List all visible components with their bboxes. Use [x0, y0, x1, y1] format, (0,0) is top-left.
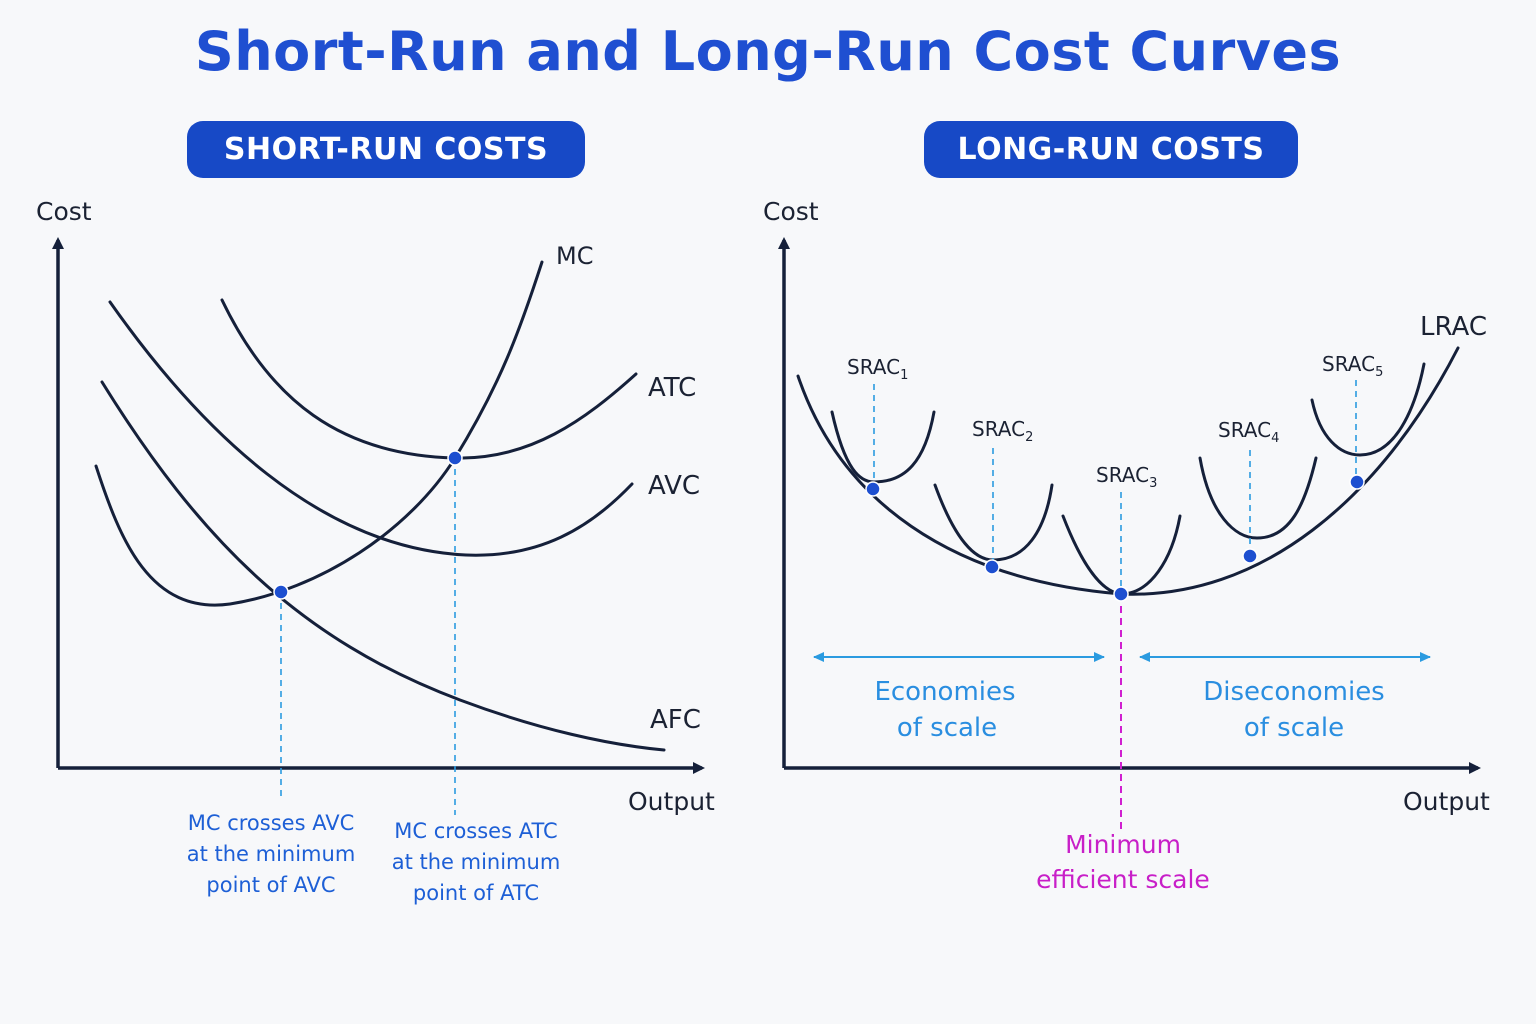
- mes-line-1: Minimum: [1065, 830, 1181, 859]
- mc-curve: [94, 260, 544, 607]
- srac-2-label: SRAC2: [972, 417, 1033, 445]
- mes-line-2: efficient scale: [1036, 865, 1210, 894]
- avc-label: AVC: [648, 471, 700, 501]
- note-avc-line-1: MC crosses AVC: [188, 811, 355, 835]
- afc-curve: [100, 380, 666, 752]
- short-run-y-axis-label: Cost: [36, 197, 92, 226]
- note-atc-line-3: point of ATC: [413, 881, 539, 905]
- afc-label: AFC: [650, 705, 701, 735]
- note-atc-line-2: at the minimum: [392, 850, 561, 874]
- atc-label: ATC: [648, 373, 696, 403]
- srac-2-tangent-dot: [984, 559, 1000, 575]
- diseconomies-line-2: of scale: [1244, 713, 1344, 743]
- srac-4-tangent-dot: [1242, 548, 1258, 564]
- srac-3-tangent-dot: [1113, 586, 1129, 602]
- note-mc-atc: MC crosses ATC at the minimum point of A…: [392, 819, 561, 905]
- long-run-header: LONG-RUN COSTS: [924, 121, 1298, 178]
- min-efficient-scale-label: Minimum efficient scale: [1036, 830, 1210, 894]
- note-mc-avc: MC crosses AVC at the minimum point of A…: [187, 811, 356, 897]
- mc-label: MC: [556, 242, 593, 270]
- diseconomies-line-1: Diseconomies: [1203, 677, 1384, 707]
- srac-1-tangent-dot: [865, 481, 881, 497]
- note-atc-line-1: MC crosses ATC: [394, 819, 557, 843]
- economies-line-1: Economies: [874, 677, 1015, 707]
- short-run-chart: Cost Output MC ATC AVC AFC MC crosses AV…: [36, 197, 715, 905]
- srac-5-tangent-dot: [1349, 474, 1365, 490]
- long-run-y-axis-label: Cost: [763, 197, 819, 226]
- page-title: Short-Run and Long-Run Cost Curves: [194, 20, 1342, 83]
- srac-1-curve: [830, 410, 936, 484]
- srac-4-label: SRAC4: [1218, 418, 1279, 446]
- long-run-chart: Cost Output LRAC SRAC1 SRAC2 SRAC3 SRAC4…: [763, 197, 1490, 894]
- avc-curve: [108, 300, 634, 557]
- mc-atc-intersection-dot: [447, 450, 463, 466]
- mc-avc-intersection-dot: [273, 584, 289, 600]
- atc-curve: [220, 298, 638, 460]
- short-run-x-axis-label: Output: [628, 787, 715, 816]
- srac-3-label: SRAC3: [1096, 463, 1157, 491]
- note-avc-line-3: point of AVC: [206, 873, 335, 897]
- srac-4-curve: [1198, 456, 1318, 540]
- short-run-header: SHORT-RUN COSTS: [187, 121, 585, 178]
- srac-5-curve: [1310, 362, 1426, 457]
- diseconomies-label: Diseconomies of scale: [1203, 677, 1384, 743]
- srac-5-label: SRAC5: [1322, 352, 1383, 380]
- note-avc-line-2: at the minimum: [187, 842, 356, 866]
- economies-label: Economies of scale: [874, 677, 1015, 743]
- economies-line-2: of scale: [897, 713, 997, 743]
- srac-1-label: SRAC1: [847, 355, 908, 383]
- long-run-x-axis-label: Output: [1403, 787, 1490, 816]
- lrac-label: LRAC: [1420, 312, 1487, 342]
